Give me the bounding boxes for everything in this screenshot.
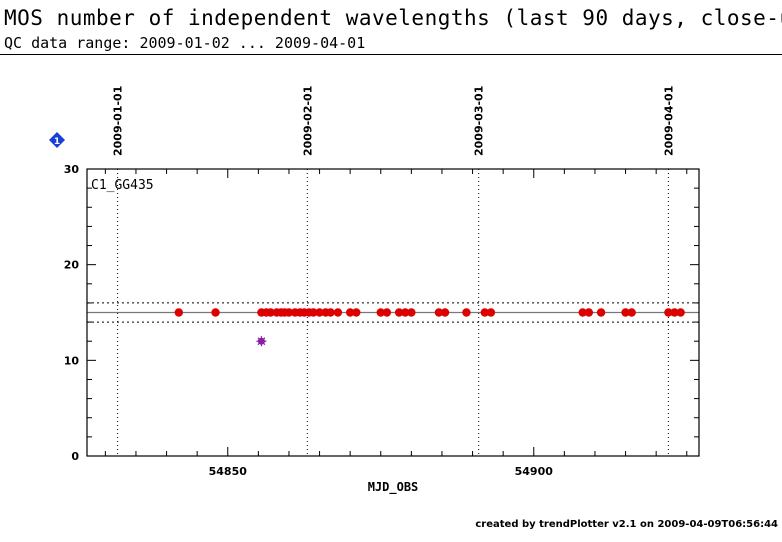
y-tick-label: 20 xyxy=(64,259,80,272)
header-divider xyxy=(0,54,782,55)
info-badge-label: 1 xyxy=(54,137,60,147)
data-point xyxy=(486,308,496,317)
outlier-point-ray xyxy=(257,337,266,346)
data-point xyxy=(382,308,392,317)
data-point xyxy=(407,308,416,317)
data-point xyxy=(401,308,410,317)
data-point xyxy=(578,308,587,317)
data-point xyxy=(326,308,335,317)
date-marker-label: 2009-02-01 xyxy=(301,86,314,156)
data-point xyxy=(211,308,220,317)
data-point xyxy=(462,308,471,317)
data-point xyxy=(376,308,385,317)
y-tick-label: 30 xyxy=(64,163,80,176)
footer-credit: created by trendPlotter v2.1 on 2009-04-… xyxy=(475,519,778,530)
data-point xyxy=(596,308,606,317)
page-title: MOS number of independent wavelengths (l… xyxy=(4,6,782,30)
data-point xyxy=(440,308,450,317)
data-point xyxy=(315,308,324,317)
data-point xyxy=(333,308,343,317)
date-marker-label: 2009-03-01 xyxy=(473,86,486,156)
data-point xyxy=(394,308,404,317)
data-point xyxy=(627,308,636,317)
data-point xyxy=(676,308,685,317)
outlier-point xyxy=(256,336,267,347)
x-axis-label: MJD_OBS xyxy=(368,480,419,495)
page-subtitle: QC data range: 2009-01-02 ... 2009-04-01 xyxy=(4,34,366,52)
data-point xyxy=(480,308,489,317)
data-point xyxy=(352,308,361,317)
date-marker-label: 2009-04-01 xyxy=(662,86,675,156)
data-point xyxy=(621,308,630,317)
data-point xyxy=(284,308,294,317)
chart-annotation: C1_GG435 xyxy=(91,178,154,193)
data-point xyxy=(266,308,275,317)
info-badge-icon[interactable] xyxy=(49,132,65,148)
data-point xyxy=(174,308,183,317)
data-point xyxy=(670,308,679,317)
data-point xyxy=(309,308,318,317)
y-tick-label: 0 xyxy=(71,450,79,463)
data-point xyxy=(584,308,594,317)
x-tick-label: 54900 xyxy=(515,465,554,478)
plot-frame xyxy=(86,168,700,457)
data-point xyxy=(345,308,355,317)
data-point xyxy=(434,308,444,317)
date-marker-label: 2009-01-01 xyxy=(112,86,125,156)
y-tick-label: 10 xyxy=(64,354,80,367)
x-tick-label: 54850 xyxy=(209,465,248,478)
data-point xyxy=(664,308,673,317)
